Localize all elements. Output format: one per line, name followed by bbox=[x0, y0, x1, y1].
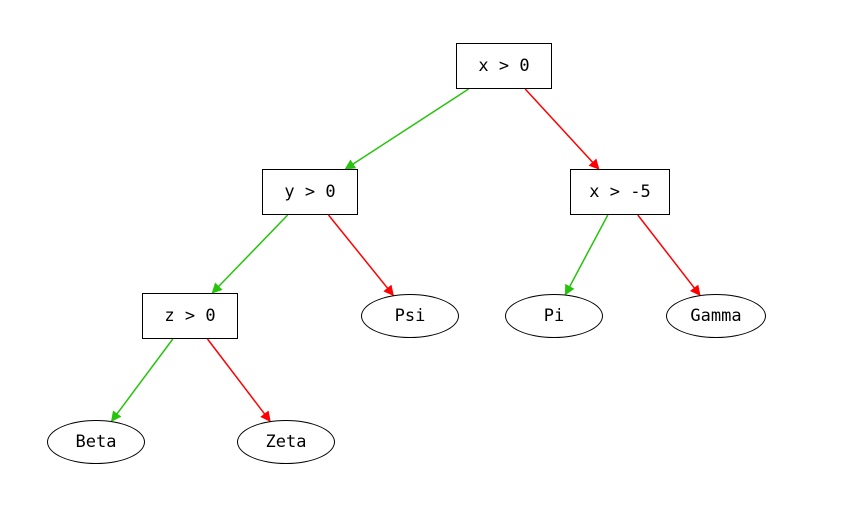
edge-false bbox=[525, 89, 599, 169]
leaf-node: Gamma bbox=[666, 294, 766, 338]
node-label: Zeta bbox=[266, 432, 307, 452]
node-label: Beta bbox=[76, 432, 117, 452]
leaf-node: Pi bbox=[505, 294, 603, 338]
node-label: x > 0 bbox=[478, 56, 529, 76]
node-label: Gamma bbox=[690, 306, 741, 326]
decision-node: x > -5 bbox=[570, 169, 670, 215]
leaf-node: Psi bbox=[361, 294, 459, 338]
edge-false bbox=[208, 339, 271, 421]
edge-false bbox=[329, 215, 394, 295]
node-label: z > 0 bbox=[164, 306, 215, 326]
node-label: x > -5 bbox=[589, 182, 650, 202]
decision-node: y > 0 bbox=[262, 169, 358, 215]
edge-true bbox=[112, 339, 173, 421]
edge-true bbox=[345, 89, 468, 169]
edge-true bbox=[212, 215, 287, 293]
node-label: Psi bbox=[395, 306, 426, 326]
leaf-node: Zeta bbox=[237, 420, 335, 464]
edge-true bbox=[565, 215, 607, 295]
decision-node: x > 0 bbox=[456, 43, 552, 89]
node-label: Pi bbox=[544, 306, 564, 326]
leaf-node: Beta bbox=[47, 420, 145, 464]
edge-false bbox=[638, 215, 700, 295]
node-label: y > 0 bbox=[284, 182, 335, 202]
decision-node: z > 0 bbox=[142, 293, 238, 339]
